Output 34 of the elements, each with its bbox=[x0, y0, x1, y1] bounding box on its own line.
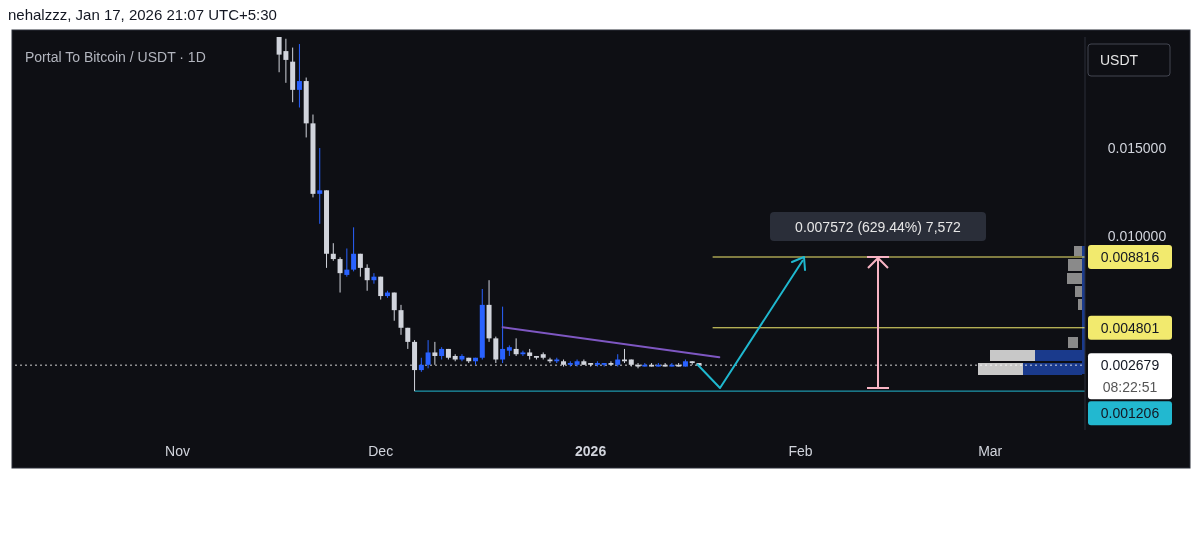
text: Portal To Bitcoin / USDT · 1D bbox=[25, 49, 206, 65]
ref-line-label: 0.004801 bbox=[1100, 319, 1160, 336]
candlestick bbox=[398, 304, 404, 336]
x-tick-label: Feb bbox=[788, 443, 813, 459]
candlestick bbox=[662, 362, 668, 368]
candlestick bbox=[500, 306, 506, 364]
candlestick bbox=[364, 263, 370, 292]
candlestick bbox=[432, 341, 438, 366]
ref-line-label: 0.008816 bbox=[1100, 249, 1160, 266]
candlestick bbox=[493, 336, 499, 364]
candlestick bbox=[520, 350, 526, 357]
y-tick-label: 0.010000 bbox=[1107, 228, 1167, 245]
ref-line-label: 0.001206 bbox=[1100, 405, 1160, 422]
candlestick bbox=[317, 147, 323, 225]
candlestick bbox=[425, 339, 431, 369]
candlestick bbox=[344, 247, 350, 278]
candlestick bbox=[513, 337, 519, 357]
candlestick bbox=[608, 360, 614, 366]
ref-line-label: 0.002679 bbox=[1100, 357, 1160, 374]
text: nehalzzz, Jan 17, 2026 21:07 UTC+5:30 bbox=[8, 6, 277, 23]
candlestick bbox=[669, 362, 675, 368]
x-tick-label: Mar bbox=[978, 443, 1003, 459]
text: 08:22:51 bbox=[1102, 379, 1158, 396]
annotation: 0.007572 (629.44%) 7,572 bbox=[795, 219, 962, 235]
x-tick-label: Nov bbox=[165, 443, 190, 459]
candlestick bbox=[296, 43, 302, 108]
y-tick-label: 0.015000 bbox=[1107, 140, 1167, 157]
x-tick-label: 2026 bbox=[575, 443, 607, 459]
candlestick bbox=[351, 226, 357, 272]
candlestick bbox=[635, 362, 641, 369]
text: USDT bbox=[1100, 52, 1139, 68]
candlestick bbox=[337, 256, 343, 294]
candlestick bbox=[391, 292, 397, 322]
x-tick-label: Dec bbox=[368, 443, 394, 459]
